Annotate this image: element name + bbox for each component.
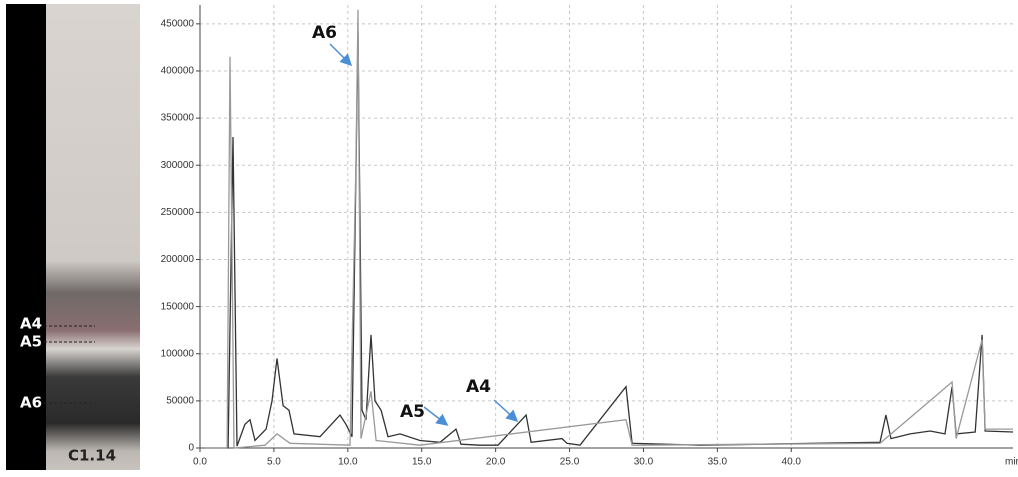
plate-label: A6 bbox=[20, 394, 42, 412]
x-axis-label: min bbox=[1005, 457, 1018, 468]
y-tick-label: 450000 bbox=[161, 18, 195, 29]
plate-label: A4 bbox=[20, 315, 42, 333]
y-tick-label: 0 bbox=[188, 443, 194, 454]
x-tick-label: 35.0 bbox=[708, 457, 728, 468]
series-line bbox=[205, 33, 1014, 449]
plate-caption: C1.14 bbox=[68, 447, 116, 465]
series-line bbox=[205, 9, 1013, 449]
plate-label: A5 bbox=[20, 333, 42, 351]
chromatogram: 0 50000 100000 150000 200000 250000 300000 3500… bbox=[161, 5, 1018, 468]
annotation-arrow bbox=[423, 406, 449, 426]
y-tick-label: 300000 bbox=[161, 160, 195, 171]
y-tick-label: 200000 bbox=[161, 254, 195, 265]
x-tick-label: 20.0 bbox=[486, 457, 506, 468]
y-tick-label: 150000 bbox=[161, 301, 195, 312]
y-tick-label: 350000 bbox=[161, 113, 195, 124]
x-tick-label: 5.0 bbox=[267, 457, 281, 468]
y-tick-label: 400000 bbox=[161, 66, 195, 77]
tlc-plate: A4 A5 A6 C1.14 bbox=[0, 0, 148, 472]
plot-area bbox=[200, 5, 1013, 448]
annotation-arrow bbox=[329, 43, 353, 67]
x-tick-label: 15.0 bbox=[412, 457, 432, 468]
x-tick-label: 30.0 bbox=[634, 457, 654, 468]
x-tick-label: 10.0 bbox=[338, 457, 358, 468]
x-tick-label: 0.0 bbox=[193, 457, 207, 468]
annotation: A5 bbox=[400, 402, 425, 422]
y-tick-label: 50000 bbox=[166, 396, 194, 407]
plate-border bbox=[6, 4, 46, 470]
x-tick-label: 40.0 bbox=[782, 457, 802, 468]
y-tick-label: 250000 bbox=[161, 207, 195, 218]
annotation: A6 bbox=[312, 23, 337, 43]
annotation-arrow bbox=[493, 399, 519, 423]
x-tick-label: 25.0 bbox=[560, 457, 580, 468]
annotation: A4 bbox=[466, 377, 491, 397]
plate-image bbox=[46, 4, 140, 470]
y-tick-label: 100000 bbox=[161, 348, 195, 359]
